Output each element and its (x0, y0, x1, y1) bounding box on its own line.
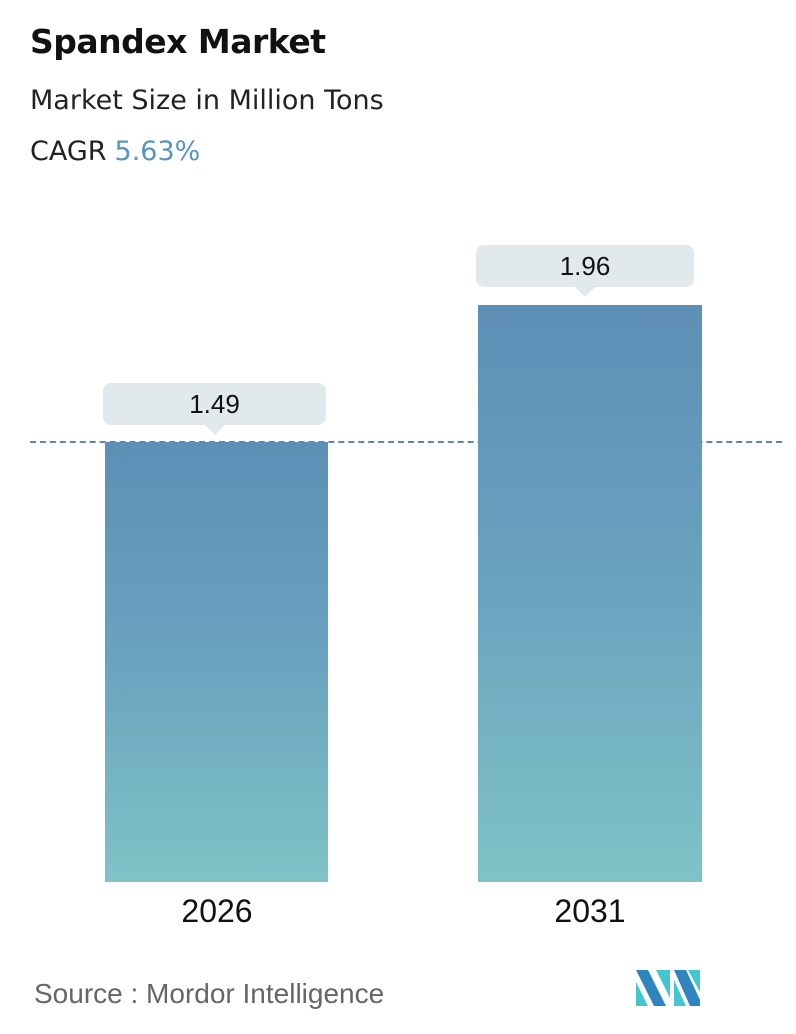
source-text: Source : Mordor Intelligence (34, 978, 385, 1009)
bar-2031 (478, 305, 702, 882)
bar-2026 (105, 442, 328, 882)
data-label-2026: 1.49 (103, 383, 326, 435)
cagr-label: CAGR (30, 136, 107, 167)
x-label-2031: 2031 (554, 893, 626, 929)
chart-title: Spandex Market (30, 22, 326, 61)
cagr-line: CAGR 5.63% (30, 136, 200, 167)
x-label-2026: 2026 (181, 893, 253, 929)
data-label-2031: 1.96 (476, 245, 694, 297)
cagr-value: 5.63% (114, 136, 201, 167)
chart-subtitle: Market Size in Million Tons (30, 85, 384, 116)
reference-dashed-line (30, 441, 782, 443)
mordor-intelligence-logo-icon (636, 970, 700, 1006)
